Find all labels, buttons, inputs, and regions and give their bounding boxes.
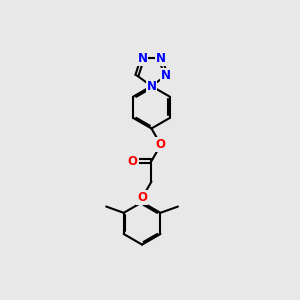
Text: N: N xyxy=(155,52,166,65)
Text: N: N xyxy=(161,69,171,82)
Text: N: N xyxy=(137,52,148,65)
Text: O: O xyxy=(137,191,147,204)
Text: N: N xyxy=(146,80,157,93)
Text: O: O xyxy=(128,154,138,167)
Text: O: O xyxy=(156,138,166,151)
